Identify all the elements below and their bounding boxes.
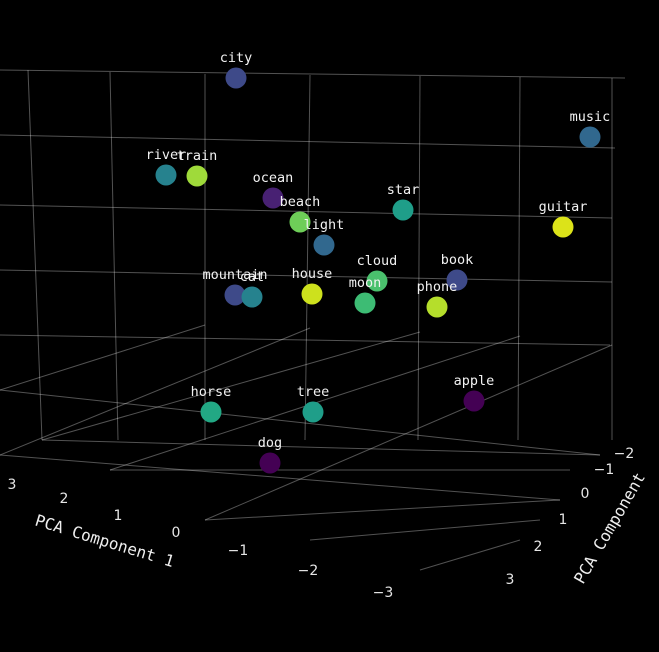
y-tick-label: −2 [614, 446, 635, 462]
point-label-tree: tree [297, 384, 330, 400]
point-label-moon: moon [349, 275, 382, 291]
x-tick-label: −3 [373, 585, 394, 601]
point-label-light: light [304, 217, 345, 233]
point-label-star: star [387, 182, 420, 198]
point-city[interactable] [225, 67, 247, 89]
grid-line [0, 269, 613, 283]
point-tree[interactable] [302, 401, 324, 423]
point-mountain[interactable] [224, 284, 246, 306]
grid-line [41, 331, 421, 441]
point-river[interactable] [155, 164, 177, 186]
point-label-music: music [570, 109, 611, 125]
x-tick-label: 0 [172, 525, 181, 541]
grid-line [309, 519, 541, 541]
grid-line [0, 334, 611, 346]
grid-line [27, 69, 43, 441]
point-label-cat: cat [240, 269, 264, 285]
grid-line [0, 389, 601, 456]
point-label-river: river [146, 147, 187, 163]
point-beach[interactable] [289, 211, 311, 233]
y-tick-label: 1 [559, 512, 568, 528]
point-ocean[interactable] [262, 187, 284, 209]
point-label-city: city [220, 50, 253, 66]
grid-line [0, 454, 561, 501]
y-tick-label: 3 [506, 572, 515, 588]
x-tick-label: 2 [60, 491, 69, 507]
point-apple[interactable] [463, 390, 485, 412]
x-axis-title: PCA Component 1 [33, 511, 177, 571]
point-label-ocean: ocean [253, 170, 294, 186]
x-axis-ticks: 3 2 1 0 −1 −2 −3 [8, 477, 394, 601]
point-label-train: train [177, 148, 218, 164]
y-tick-label: 0 [581, 486, 590, 502]
point-guitar[interactable] [552, 216, 574, 238]
grid-line [417, 75, 421, 441]
y-tick-label: −1 [594, 462, 615, 478]
x-tick-label: −2 [298, 563, 319, 579]
grid-line [109, 71, 119, 441]
point-cloud[interactable] [366, 270, 388, 292]
point-label-apple: apple [454, 373, 495, 389]
grid-line [0, 69, 626, 79]
point-label-dog: dog [258, 435, 282, 451]
x-tick-label: 3 [8, 477, 17, 493]
point-label-house: house [292, 266, 333, 282]
grid-line [204, 344, 613, 521]
point-label-beach: beach [280, 194, 321, 210]
grid-line [0, 134, 616, 149]
grid-line [0, 324, 206, 391]
grid-line [0, 204, 613, 219]
point-cat[interactable] [241, 286, 263, 308]
point-label-cloud: cloud [357, 253, 398, 269]
point-star[interactable] [392, 199, 414, 221]
x-tick-label: −1 [228, 543, 249, 559]
grid-lines [0, 69, 626, 571]
point-label-horse: horse [191, 384, 232, 400]
y-tick-label: 2 [534, 539, 543, 555]
grid-line [419, 539, 521, 571]
point-horse[interactable] [200, 401, 222, 423]
data-points [155, 67, 601, 474]
grid-line [0, 327, 311, 456]
grid-line [41, 439, 601, 456]
point-house[interactable] [301, 283, 323, 305]
point-music[interactable] [579, 126, 601, 148]
point-label-guitar: guitar [539, 199, 588, 215]
point-train[interactable] [186, 165, 208, 187]
point-dog[interactable] [259, 452, 281, 474]
point-moon[interactable] [354, 292, 376, 314]
point-label-book: book [441, 252, 474, 268]
grid-line [304, 74, 311, 441]
point-book[interactable] [446, 269, 468, 291]
grid-line [204, 499, 561, 521]
x-tick-label: 1 [114, 508, 123, 524]
point-label-phone: phone [417, 279, 458, 295]
point-phone[interactable] [426, 296, 448, 318]
point-label-mountain: mountain [202, 267, 267, 283]
grid-line [517, 76, 521, 441]
point-light[interactable] [313, 234, 335, 256]
